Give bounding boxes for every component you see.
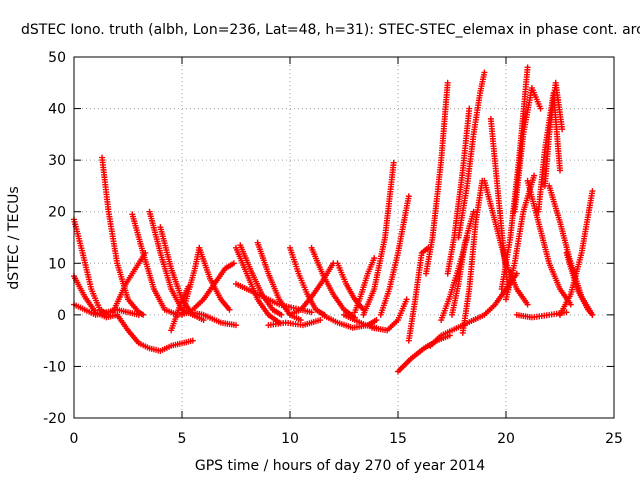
data-series-group <box>71 64 596 375</box>
series-point-markers <box>511 84 544 215</box>
data-series <box>511 84 544 215</box>
data-series <box>405 244 432 344</box>
y-tick-label: 20 <box>48 205 66 221</box>
chart-title: dSTEC Iono. truth (albh, Lon=236, Lat=48… <box>21 22 640 38</box>
axis-ticks: 0 5 10 15 20 25 -20 -10 0 10 20 30 40 50 <box>43 50 623 447</box>
data-series <box>449 208 477 318</box>
series-point-markers <box>174 309 239 329</box>
y-tick-label: -20 <box>43 411 66 427</box>
series-point-markers <box>196 244 233 313</box>
x-tick-label: 5 <box>178 431 187 447</box>
data-series <box>265 317 324 329</box>
data-series <box>114 311 196 354</box>
y-tick-label: 10 <box>48 256 66 272</box>
y-tick-label: 50 <box>48 50 66 66</box>
series-point-markers <box>114 311 196 354</box>
series-point-markers <box>233 280 315 316</box>
series-point-markers <box>449 208 477 318</box>
y-axis-title: dSTEC / TECUs <box>6 186 22 289</box>
data-series <box>377 193 412 318</box>
data-series <box>444 105 473 277</box>
data-series <box>541 79 566 189</box>
series-point-markers <box>524 177 574 308</box>
series-point-markers <box>503 172 538 303</box>
data-series <box>174 309 239 329</box>
y-tick-label: 0 <box>57 308 66 324</box>
data-series <box>423 79 451 277</box>
x-tick-label: 20 <box>497 431 515 447</box>
x-tick-label: 25 <box>605 431 623 447</box>
data-series <box>341 311 380 331</box>
series-point-markers <box>377 193 412 318</box>
series-point-markers <box>459 177 486 336</box>
series-point-markers <box>563 249 596 318</box>
series-point-markers <box>351 255 378 316</box>
series-point-markers <box>308 244 358 321</box>
y-tick-label: 40 <box>48 102 66 118</box>
data-series <box>319 311 380 331</box>
series-point-markers <box>455 69 488 241</box>
series-point-markers <box>189 260 237 313</box>
data-series <box>308 244 358 321</box>
series-point-markers <box>265 317 324 329</box>
data-series <box>455 69 488 241</box>
y-tick-label: -10 <box>43 359 66 375</box>
data-series <box>563 249 596 318</box>
data-series <box>129 211 181 318</box>
series-point-markers <box>427 317 477 349</box>
data-series <box>503 172 538 303</box>
data-series <box>369 296 410 334</box>
series-point-markers <box>129 211 181 318</box>
series-point-markers <box>444 105 473 277</box>
series-point-markers <box>360 159 397 318</box>
series-point-markers <box>395 332 453 375</box>
data-series <box>351 255 378 316</box>
data-series <box>334 260 367 313</box>
data-series <box>233 280 315 316</box>
series-point-markers <box>541 79 566 189</box>
data-series <box>427 317 477 349</box>
data-series <box>524 177 574 308</box>
data-series <box>287 244 328 318</box>
grid-lines <box>74 57 614 418</box>
data-series <box>189 260 237 313</box>
series-point-markers <box>498 64 531 293</box>
plot-frame <box>73 56 615 419</box>
series-point-markers <box>109 249 149 316</box>
data-series <box>196 244 233 313</box>
data-series <box>557 188 596 318</box>
data-series <box>360 159 397 318</box>
series-point-markers <box>557 188 596 318</box>
x-tick-label: 0 <box>70 431 79 447</box>
x-axis-title: GPS time / hours of day 270 of year 2014 <box>195 458 485 474</box>
data-series <box>498 64 531 293</box>
series-point-markers <box>405 244 432 344</box>
series-point-markers <box>369 296 410 334</box>
data-series <box>395 332 453 375</box>
data-series <box>459 177 486 336</box>
x-tick-label: 15 <box>389 431 407 447</box>
series-point-markers <box>423 79 451 277</box>
y-tick-label: 30 <box>48 153 66 169</box>
x-tick-label: 10 <box>281 431 299 447</box>
